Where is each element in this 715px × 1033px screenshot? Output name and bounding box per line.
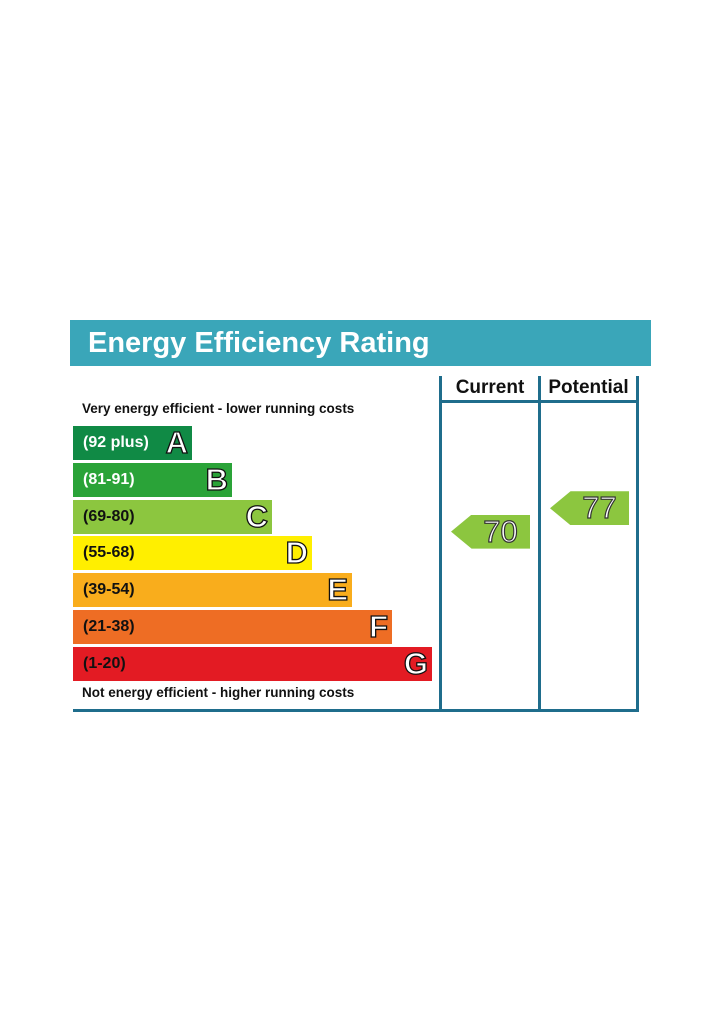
current-column-header: Current	[455, 377, 525, 398]
band-letter-label: F	[368, 608, 388, 644]
column-header-rule	[439, 400, 639, 403]
column-divider-left	[439, 376, 442, 711]
band-g: (1-20) G	[73, 645, 432, 681]
bottom-caption: Not energy efficient - higher running co…	[82, 685, 355, 700]
potential-rating-arrow: 77	[550, 490, 629, 526]
column-divider-right	[636, 376, 639, 711]
band-range-label: (21-38)	[83, 618, 135, 635]
band-c: (69-80) C	[73, 498, 272, 534]
potential-rating-value: 77	[582, 490, 618, 526]
header-bar: Energy Efficiency Rating	[70, 320, 651, 366]
band-e: (39-54) E	[73, 572, 352, 608]
band-d: (55-68) D	[73, 535, 312, 571]
column-divider-middle	[538, 376, 541, 711]
chart-title: Energy Efficiency Rating	[88, 327, 430, 359]
band-letter-label: A	[165, 424, 189, 460]
band-f: (21-38) F	[73, 608, 392, 645]
top-caption: Very energy efficient - lower running co…	[82, 401, 355, 416]
band-b: (81-91) B	[73, 461, 232, 497]
band-letter-label: B	[205, 461, 229, 497]
band-letter-label: C	[245, 498, 269, 534]
current-rating-value: 70	[483, 513, 519, 549]
band-range-label: (55-68)	[83, 544, 135, 562]
current-rating-arrow: 70	[451, 513, 530, 549]
band-a: (92 plus) A	[73, 424, 192, 461]
band-letter-label: D	[285, 535, 309, 571]
potential-column-header: Potential	[548, 377, 629, 398]
chart-bottom-rule	[73, 709, 639, 712]
band-range-label: (69-80)	[83, 507, 135, 525]
band-range-label: (92 plus)	[83, 434, 149, 451]
band-range-label: (39-54)	[83, 581, 135, 599]
band-letter-label: G	[403, 645, 428, 681]
band-range-label: (81-91)	[83, 470, 135, 488]
band-letter-label: E	[327, 572, 349, 608]
band-range-label: (1-20)	[83, 654, 126, 672]
